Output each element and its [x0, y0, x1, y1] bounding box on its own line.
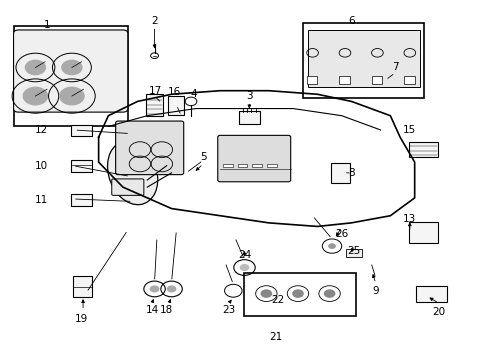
Text: 10: 10 — [35, 161, 48, 171]
Circle shape — [291, 289, 303, 298]
FancyBboxPatch shape — [302, 23, 424, 98]
FancyBboxPatch shape — [168, 96, 183, 114]
Text: 19: 19 — [75, 314, 88, 324]
Text: 14: 14 — [145, 305, 159, 315]
Text: 2: 2 — [151, 16, 158, 26]
Circle shape — [149, 285, 159, 293]
FancyBboxPatch shape — [346, 249, 361, 257]
FancyBboxPatch shape — [223, 164, 232, 167]
FancyBboxPatch shape — [403, 76, 414, 84]
FancyBboxPatch shape — [408, 142, 437, 157]
Ellipse shape — [107, 141, 158, 205]
Circle shape — [22, 87, 48, 105]
FancyBboxPatch shape — [252, 164, 262, 167]
Text: 4: 4 — [190, 89, 196, 99]
FancyBboxPatch shape — [14, 26, 127, 126]
Text: 15: 15 — [403, 125, 416, 135]
FancyBboxPatch shape — [112, 179, 143, 195]
Text: 3: 3 — [245, 91, 252, 101]
FancyBboxPatch shape — [266, 164, 276, 167]
Circle shape — [61, 60, 82, 75]
Text: 7: 7 — [391, 63, 398, 72]
FancyBboxPatch shape — [371, 76, 382, 84]
FancyBboxPatch shape — [244, 273, 356, 316]
Text: 23: 23 — [222, 305, 235, 315]
FancyBboxPatch shape — [237, 164, 247, 167]
Circle shape — [59, 87, 84, 105]
FancyBboxPatch shape — [71, 194, 92, 206]
Text: 26: 26 — [334, 229, 347, 239]
FancyBboxPatch shape — [71, 160, 92, 172]
Text: 17: 17 — [148, 86, 162, 96]
FancyBboxPatch shape — [307, 30, 419, 87]
Text: 16: 16 — [167, 87, 180, 98]
FancyBboxPatch shape — [330, 163, 349, 183]
FancyBboxPatch shape — [238, 111, 260, 123]
Text: 11: 11 — [35, 195, 48, 204]
Text: 18: 18 — [160, 305, 173, 315]
Text: 13: 13 — [403, 214, 416, 224]
Text: 21: 21 — [269, 332, 282, 342]
FancyBboxPatch shape — [415, 287, 447, 302]
Text: 12: 12 — [35, 125, 48, 135]
FancyBboxPatch shape — [408, 222, 437, 243]
Text: 22: 22 — [270, 295, 284, 305]
Text: 20: 20 — [431, 307, 445, 317]
Circle shape — [239, 264, 249, 271]
Circle shape — [327, 243, 335, 249]
Text: 1: 1 — [44, 19, 51, 30]
FancyBboxPatch shape — [116, 121, 183, 175]
Text: 25: 25 — [346, 247, 359, 256]
Circle shape — [25, 60, 46, 75]
FancyBboxPatch shape — [73, 276, 92, 297]
Text: 5: 5 — [200, 152, 206, 162]
Text: 24: 24 — [237, 250, 251, 260]
FancyBboxPatch shape — [14, 30, 127, 112]
FancyBboxPatch shape — [339, 76, 349, 84]
FancyBboxPatch shape — [146, 94, 163, 116]
Text: 6: 6 — [347, 16, 354, 26]
FancyBboxPatch shape — [217, 135, 290, 182]
Circle shape — [166, 285, 176, 293]
FancyBboxPatch shape — [71, 125, 92, 136]
Circle shape — [260, 289, 272, 298]
Text: 9: 9 — [372, 286, 378, 296]
Circle shape — [323, 289, 335, 298]
FancyBboxPatch shape — [306, 76, 317, 84]
Text: 8: 8 — [347, 168, 354, 178]
